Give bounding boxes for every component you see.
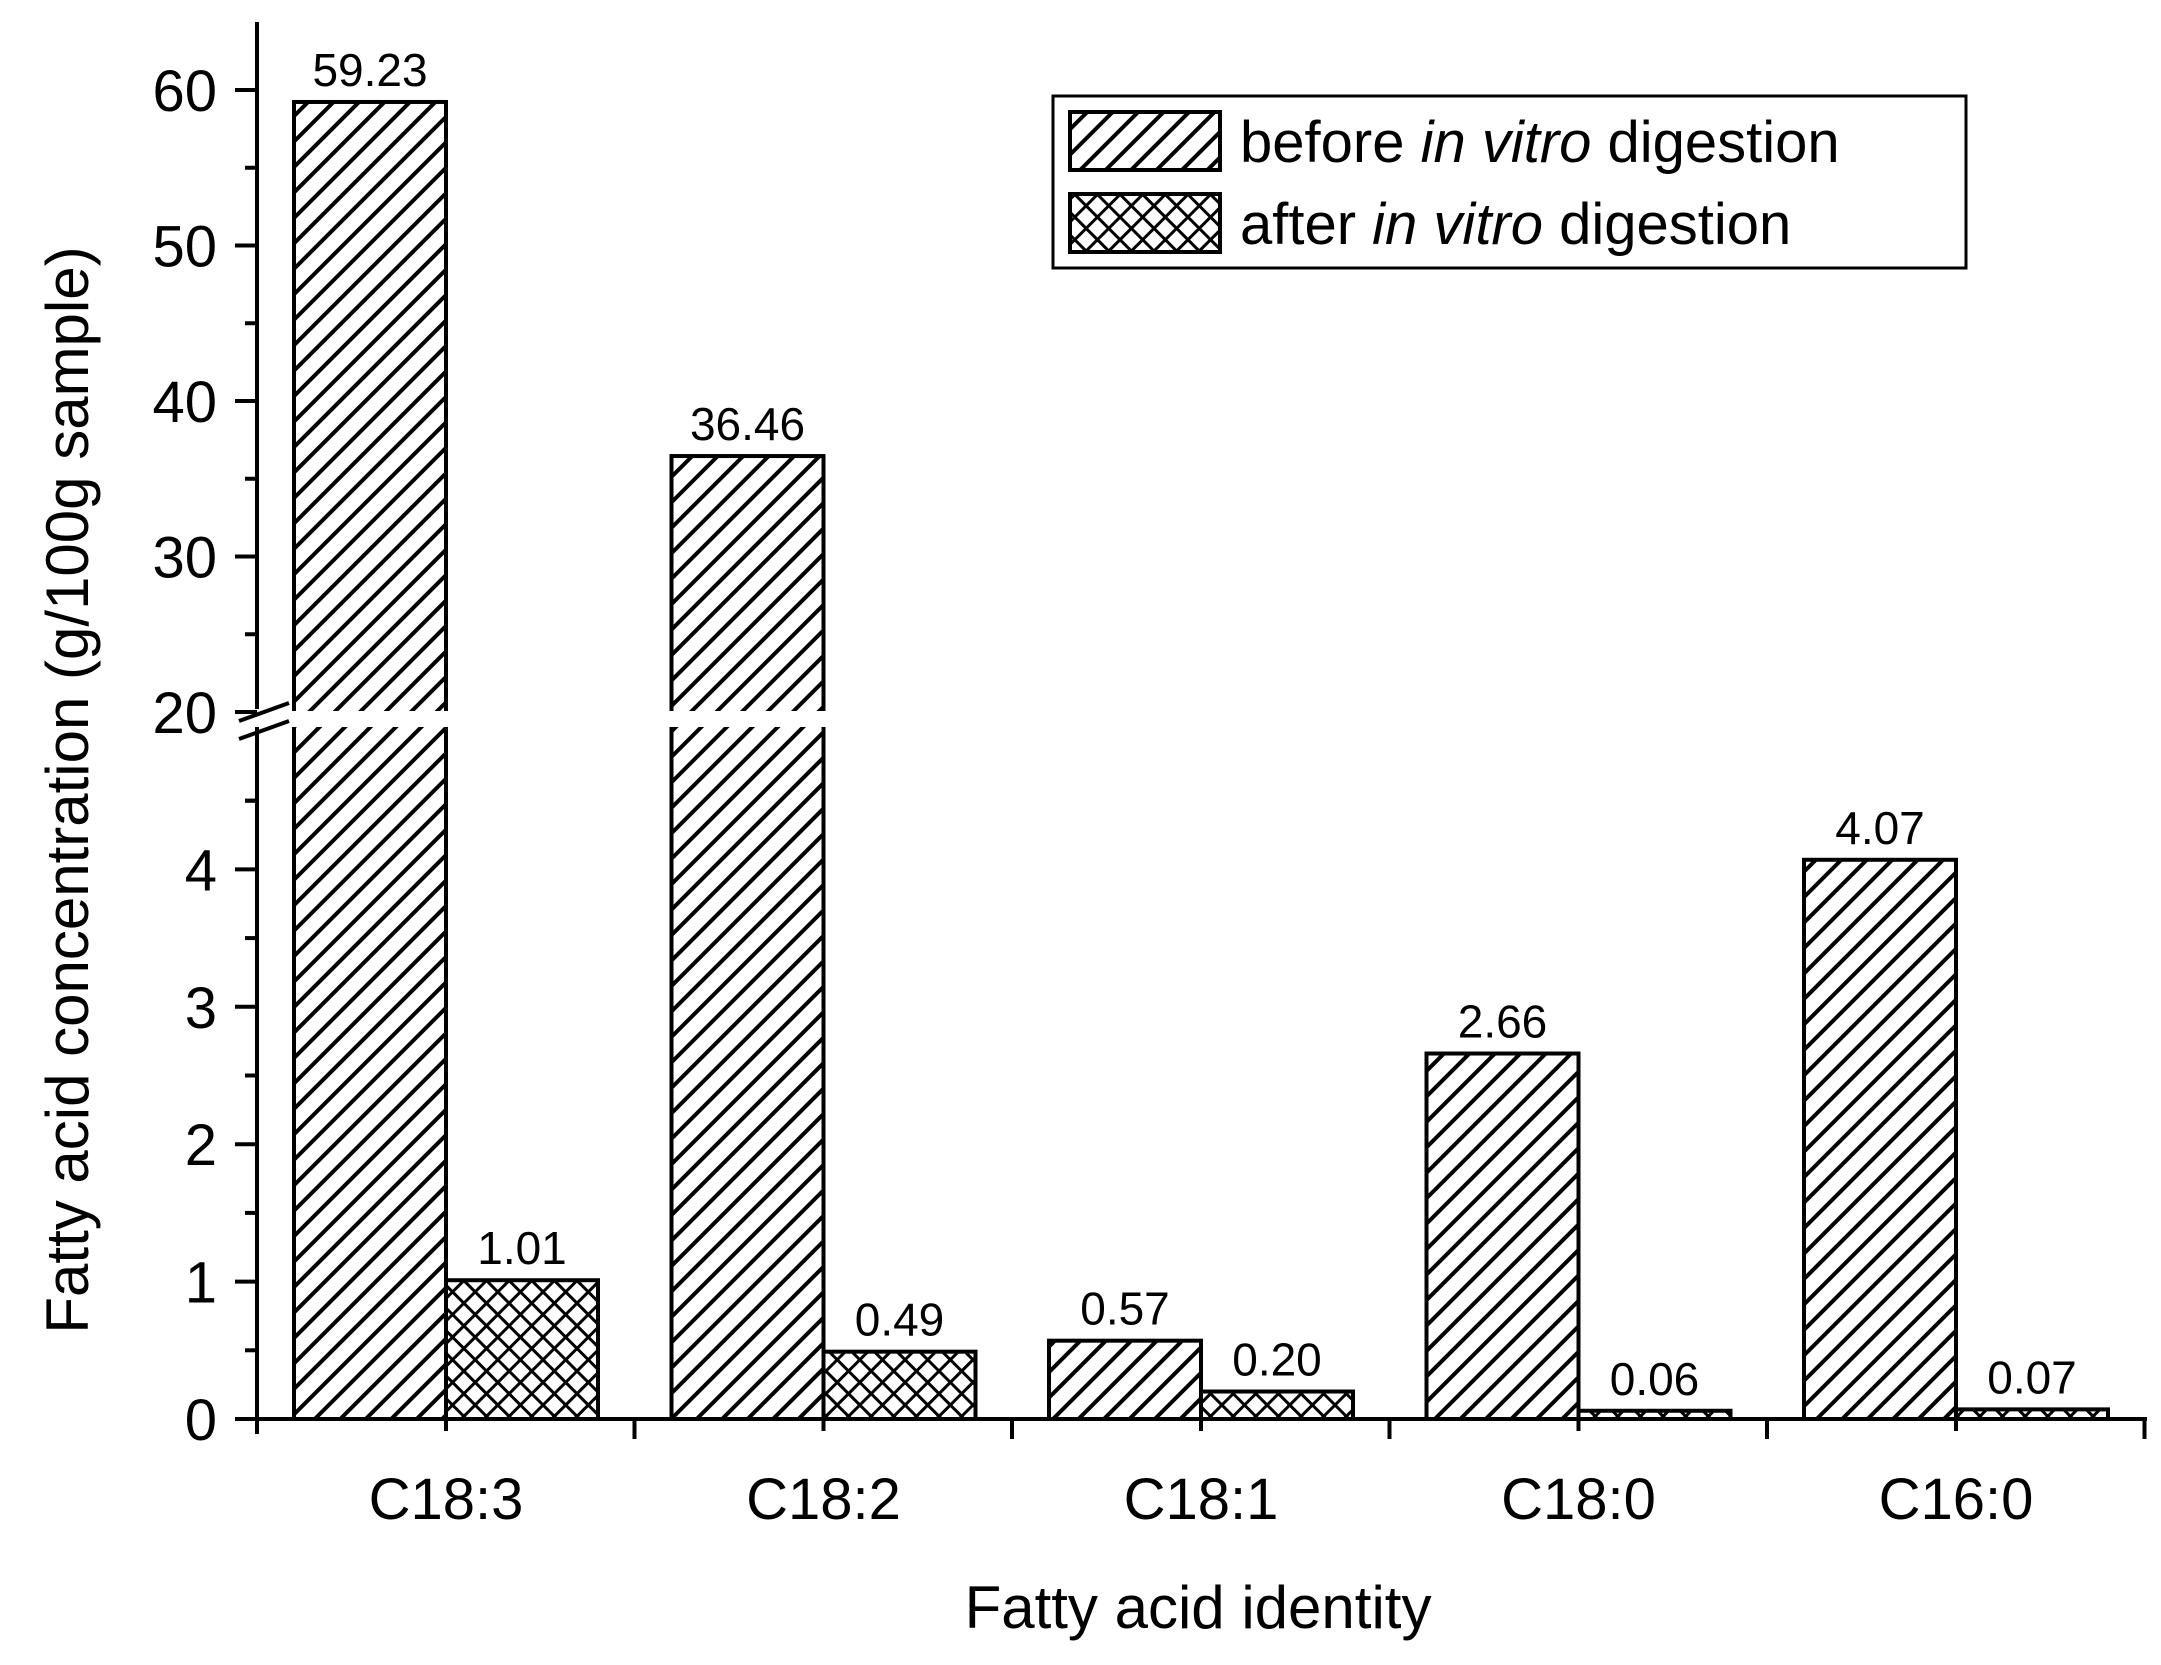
legend-swatch-series-2 (1068, 192, 1222, 254)
legend-swatch-series-1 (1068, 110, 1222, 172)
data-label: 0.20 (1232, 1334, 1322, 1386)
y-tick-label: 2 (185, 1113, 217, 1178)
y-axis-title: Fatty acid concentration (g/100g sample) (34, 246, 101, 1333)
y-tick-label: 60 (152, 59, 217, 124)
data-label: 59.23 (312, 44, 427, 96)
y-tick-label: 4 (185, 838, 217, 903)
data-label: 0.06 (1610, 1353, 1700, 1405)
bar-C18-2-series-1 (669, 454, 826, 1421)
legend-label-series-1: before in vitro digestion (1240, 110, 1840, 175)
bar-C18-3-series-1 (292, 99, 448, 1421)
legend-label-part: before (1240, 110, 1421, 175)
axis-break-mark (238, 701, 290, 723)
y-tick-label: 50 (152, 215, 217, 280)
x-tick-label: C18:2 (746, 1467, 901, 1532)
data-label: 2.66 (1458, 996, 1548, 1048)
axis-break-gap (227, 711, 877, 727)
bar-C18-3-series-2 (444, 1278, 600, 1421)
axis-break-mark (238, 719, 290, 741)
x-tick-label: C18:0 (1501, 1467, 1656, 1532)
data-label: 0.57 (1080, 1283, 1170, 1335)
data-label: 36.46 (690, 398, 805, 450)
y-tick-label: 1 (185, 1251, 217, 1316)
legend-label-part: in vitro (1421, 110, 1592, 175)
bar-C18-0-series-1 (1424, 1051, 1581, 1421)
bar-C18-1-series-1 (1047, 1338, 1203, 1422)
legend-label-part: after (1240, 192, 1372, 257)
data-label: 4.07 (1835, 802, 1925, 854)
legend-label-part: digestion (1591, 110, 1839, 175)
y-tick-label: 30 (152, 526, 217, 591)
plot-area: 59.23 1.01 36.46 0.49 0.57 0.20 2.66 0.06 4.07 0.… (34, 22, 2147, 1641)
legend-label-series-2: after in vitro digestion (1240, 192, 1791, 257)
y-tick-label: 40 (152, 370, 217, 435)
y-tick-label: 3 (185, 976, 217, 1041)
x-tick-label: C18:3 (369, 1467, 524, 1532)
y-tick-label: 0 (185, 1388, 217, 1453)
x-tick-label: C16:0 (1879, 1467, 2034, 1532)
data-label: 0.07 (1987, 1351, 2077, 1403)
y-tick-label: 20 (152, 681, 217, 746)
x-tick-label: C18:1 (1124, 1467, 1279, 1532)
data-label: 0.49 (855, 1294, 945, 1346)
bar-C16-0-series-1 (1802, 857, 1958, 1421)
data-label: 1.01 (477, 1222, 567, 1274)
legend-label-part: in vitro (1372, 192, 1543, 257)
x-axis-title: Fatty acid identity (965, 1574, 1432, 1641)
bar-C18-1-series-2 (1199, 1389, 1355, 1422)
legend-label-part: digestion (1543, 192, 1791, 257)
bar-C18-2-series-2 (821, 1349, 978, 1421)
